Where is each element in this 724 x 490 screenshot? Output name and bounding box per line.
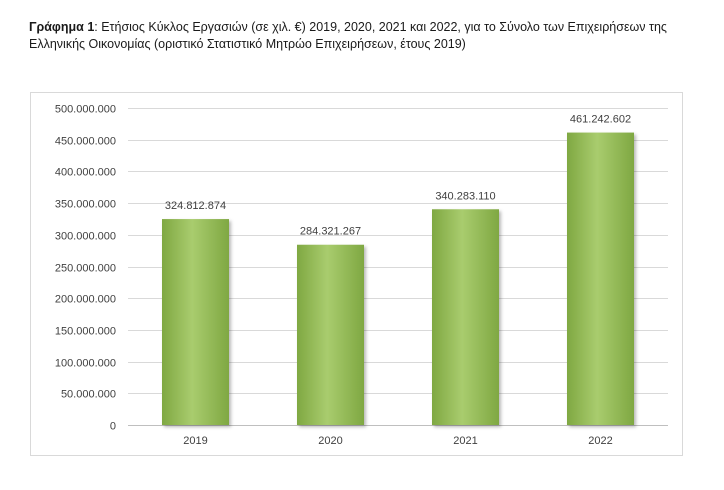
data-label: 324.812.874 — [165, 200, 226, 212]
bar-2022 — [567, 132, 634, 425]
data-label: 284.321.267 — [300, 226, 361, 238]
x-tick-label: 2019 — [183, 435, 207, 447]
bar-2021 — [432, 209, 499, 425]
y-tick-label: 100.000.000 — [55, 358, 116, 370]
bar-2020 — [297, 244, 364, 425]
y-tick-label: 300.000.000 — [55, 231, 116, 243]
y-tick-label: 350.000.000 — [55, 199, 116, 211]
bars: 324.812.874 284.321.267 340.283.110 461.242… — [162, 114, 634, 425]
x-tick-label: 2021 — [453, 435, 477, 447]
y-tick-label: 150.000.000 — [55, 326, 116, 338]
bar-2019 — [162, 219, 229, 425]
y-axis: 0 50.000.000 100.000.000 150.000.000 200.000… — [55, 104, 116, 433]
data-label: 340.283.110 — [435, 190, 495, 202]
caption-text: : Ετήσιος Κύκλος Εργασιών (σε χιλ. €) 20… — [29, 20, 667, 51]
y-tick-label: 50.000.000 — [61, 389, 116, 401]
y-tick-label: 250.000.000 — [55, 263, 116, 275]
y-tick-label: 500.000.000 — [55, 104, 116, 116]
caption-label: Γράφημα 1 — [29, 20, 95, 34]
x-tick-label: 2022 — [588, 435, 612, 447]
y-tick-label: 0 — [110, 421, 116, 433]
y-tick-label: 200.000.000 — [55, 294, 116, 306]
chart-caption: Γράφημα 1: Ετήσιος Κύκλος Εργασιών (σε χ… — [29, 19, 709, 53]
x-axis: 2019 2020 2021 2022 — [183, 435, 612, 447]
data-label: 461.242.602 — [570, 114, 631, 126]
y-tick-label: 450.000.000 — [55, 136, 116, 148]
x-tick-label: 2020 — [318, 435, 342, 447]
y-tick-label: 400.000.000 — [55, 167, 116, 179]
